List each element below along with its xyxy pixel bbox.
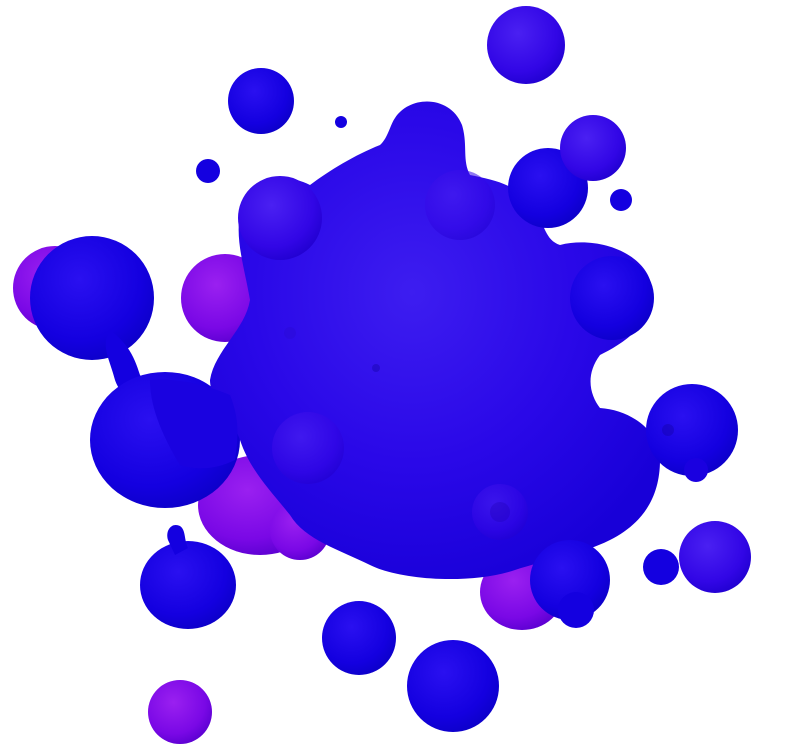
- floating-balls: [196, 6, 751, 732]
- blue-ball: [335, 116, 347, 128]
- blue-ball: [472, 484, 528, 540]
- blob-bridge: [150, 379, 238, 469]
- blue-ball: [487, 6, 565, 84]
- blue-ball: [228, 68, 294, 134]
- lower-left-cluster: [140, 524, 236, 629]
- blob-bridge: [167, 524, 188, 555]
- blue-ball: [610, 189, 632, 211]
- dimple: [372, 364, 380, 372]
- blue-ball: [558, 592, 594, 628]
- surface-dimples: [284, 327, 674, 522]
- blue-ball: [30, 236, 154, 360]
- blue-ball: [140, 541, 236, 629]
- dimple: [284, 327, 296, 339]
- blue-ball: [560, 115, 626, 181]
- left-lobe: [30, 236, 240, 508]
- blue-ball: [322, 601, 396, 675]
- dimple: [662, 424, 674, 436]
- blue-ball: [272, 412, 344, 484]
- blue-ball: [425, 170, 495, 240]
- blue-ball: [407, 640, 499, 732]
- violet-ball: [148, 680, 212, 744]
- blue-ball: [684, 458, 708, 482]
- blue-ball: [196, 159, 220, 183]
- blue-ball: [679, 521, 751, 593]
- dimple: [490, 502, 510, 522]
- blue-ball: [643, 549, 679, 585]
- blue-ball: [238, 176, 322, 260]
- merged-balls: [238, 148, 738, 628]
- blue-ball: [646, 384, 738, 476]
- blue-ball: [570, 256, 654, 340]
